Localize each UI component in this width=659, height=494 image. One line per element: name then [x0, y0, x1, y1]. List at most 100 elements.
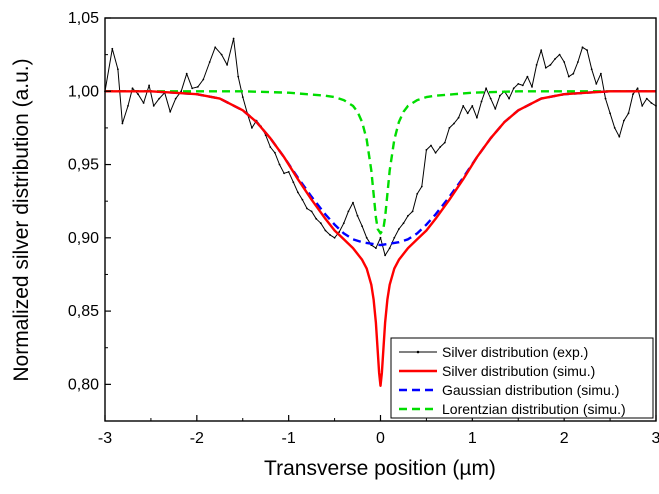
series-point [476, 116, 478, 119]
series-point [169, 110, 172, 113]
x-tick-label: -3 [98, 430, 112, 447]
series-point [121, 122, 124, 125]
series-point [480, 100, 483, 103]
series-point [425, 149, 428, 151]
plot-curves [104, 37, 657, 387]
series-point [457, 116, 460, 119]
series-point [214, 46, 217, 49]
series-point [356, 214, 359, 217]
series-point [462, 105, 465, 107]
series-point [471, 105, 474, 107]
series-point [315, 217, 318, 220]
series-point [489, 97, 492, 100]
series-point [416, 193, 419, 195]
x-tick-label: 2 [560, 430, 569, 447]
series-point [623, 119, 625, 122]
series-point [384, 254, 386, 257]
series-point [352, 201, 354, 204]
legend-box [390, 337, 654, 419]
series-point [508, 97, 510, 100]
series-point [535, 64, 538, 66]
series-point [453, 122, 455, 125]
series-point [292, 181, 295, 184]
legend-label-0: Silver distribution (exp.) [442, 344, 588, 360]
series-point [306, 207, 308, 210]
series-point [158, 97, 161, 100]
series-point [627, 112, 630, 115]
series-point [365, 236, 368, 239]
series-point [609, 112, 611, 115]
y-tick-label: 1,05 [68, 10, 99, 27]
series-point [604, 97, 607, 100]
series-point [152, 105, 155, 107]
series-point [430, 144, 432, 147]
series-point [131, 87, 134, 90]
legend-label-2: Gaussian distribution (simu.) [442, 382, 619, 398]
series-point [581, 46, 584, 49]
series-point [558, 53, 561, 56]
series-line-1 [105, 90, 656, 387]
series-point [439, 146, 442, 148]
series-point [650, 102, 653, 104]
series-point [521, 84, 524, 87]
series-point [297, 191, 299, 194]
series-point [402, 222, 405, 225]
legend-label-3: Lorentzian distribution (simu.) [442, 401, 626, 417]
series-point [554, 58, 556, 60]
x-tick-label: 1 [468, 430, 477, 447]
series-point [572, 72, 575, 75]
series-point [185, 72, 188, 75]
series-point [499, 94, 501, 97]
series-point [208, 61, 211, 63]
series-point [196, 86, 199, 88]
series-point [111, 47, 114, 50]
series-point [448, 127, 451, 129]
series-point [241, 96, 244, 98]
series-point [226, 64, 229, 66]
series-point [379, 236, 382, 239]
series-point [127, 105, 129, 107]
series-point [269, 146, 272, 148]
series-point [191, 87, 194, 90]
series-point [301, 198, 304, 201]
series-point [577, 61, 579, 63]
series-point [494, 108, 497, 110]
series-point [586, 49, 588, 52]
legend-marker [416, 350, 420, 354]
series-point [526, 75, 529, 78]
series-point [567, 75, 570, 78]
series-line-0 [104, 38, 657, 256]
series-point [549, 64, 552, 66]
series-point [338, 231, 341, 233]
y-tick-label: 0,95 [68, 157, 99, 174]
series-point [595, 83, 598, 85]
series-point [117, 68, 119, 71]
series-point [590, 68, 593, 71]
series-point [443, 141, 446, 144]
series-point [393, 236, 396, 239]
series-point [361, 225, 363, 228]
series-line-3 [105, 90, 656, 235]
series-point [333, 236, 336, 239]
x-tick-label: -1 [282, 430, 296, 447]
series-point [434, 151, 437, 154]
series-point [220, 53, 223, 56]
series-point [174, 97, 177, 100]
y-tick-label: 0,90 [68, 230, 99, 247]
series-point [324, 229, 327, 232]
series-point [388, 247, 391, 250]
series-point [142, 102, 145, 104]
series-point [278, 163, 281, 166]
series-point [512, 87, 515, 90]
series-point [375, 247, 377, 250]
series-point [319, 222, 322, 225]
series-point [411, 210, 414, 213]
series-point [251, 127, 253, 129]
series-point [645, 97, 648, 100]
y-tick-label: 1,00 [68, 83, 99, 100]
x-axis-title: Transverse position (µm) [264, 457, 496, 480]
y-tick-label: 0,80 [68, 376, 99, 393]
series-point [148, 84, 151, 87]
y-tick-label: 0,85 [68, 303, 99, 320]
